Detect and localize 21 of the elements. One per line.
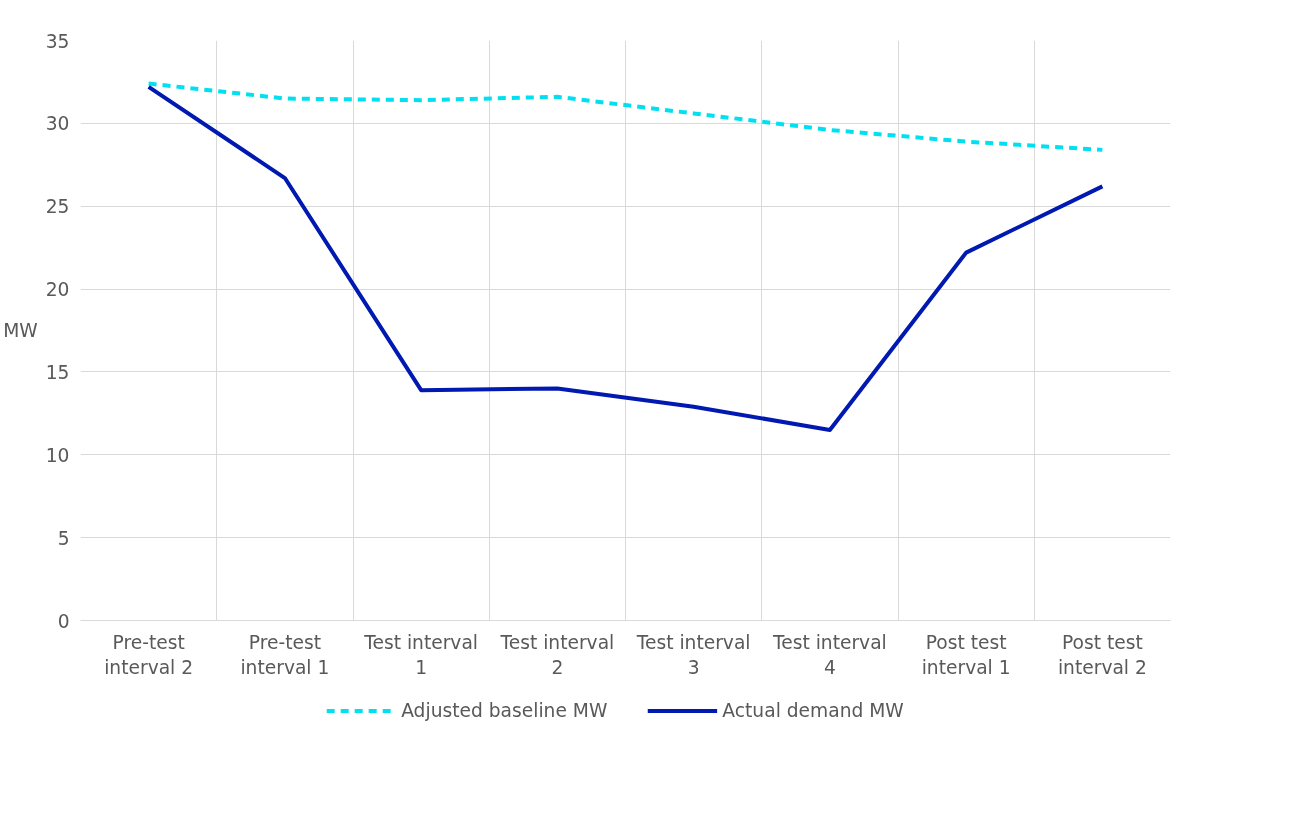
- y-tick-label: 15: [45, 361, 70, 383]
- x-tick-label: Test interval 2: [499, 631, 615, 678]
- y-axis-title: MW: [3, 320, 38, 341]
- y-tick-label: 25: [45, 196, 70, 218]
- y-tick-label: 10: [45, 444, 70, 466]
- legend-label: Actual demand MW: [722, 699, 904, 721]
- x-tick-label: Test interval 1: [363, 631, 479, 678]
- y-tick-label: 30: [45, 113, 70, 135]
- y-tick-label: 5: [57, 527, 70, 549]
- line-series: [146, 84, 1105, 432]
- x-tick-label: Post test interval 2: [1057, 631, 1147, 678]
- y-tick-label: 0: [57, 610, 70, 632]
- y-tick-label: 20: [45, 279, 70, 301]
- legend-label: Adjusted baseline MW: [401, 699, 608, 721]
- x-tick-label: Pre-test interval 2: [104, 631, 194, 678]
- x-tick-label: Post test interval 1: [921, 631, 1011, 678]
- x-tick-label: Pre-test interval 1: [240, 631, 330, 678]
- x-tick-label: Test interval 4: [771, 631, 887, 678]
- x-tick-label: Test interval 3: [635, 631, 751, 678]
- line-series: [146, 81, 1105, 152]
- y-tick-label: 35: [45, 30, 70, 52]
